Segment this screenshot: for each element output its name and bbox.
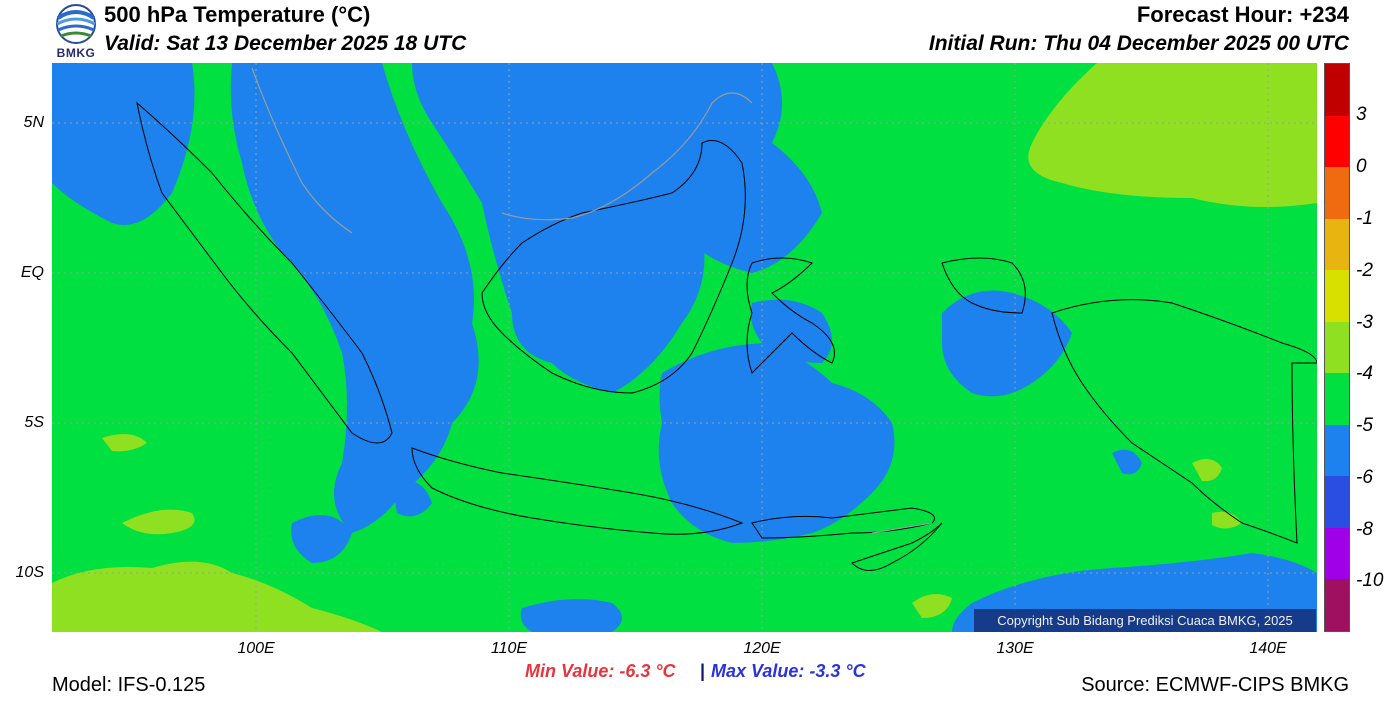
colorbar-label: 3 <box>1356 104 1367 125</box>
lat-label: 10S <box>15 564 44 581</box>
colorbar-segment <box>1325 270 1349 322</box>
logo-text: BMKG <box>56 46 96 60</box>
initial-run: Initial Run: Thu 04 December 2025 00 UTC <box>928 32 1349 55</box>
colorbar-label: -6 <box>1356 467 1373 488</box>
forecast-hour: Forecast Hour: +234 <box>1136 2 1349 27</box>
colorbar <box>1324 63 1350 632</box>
colorbar-label: -1 <box>1356 208 1373 229</box>
lon-label: 100E <box>237 640 275 657</box>
lon-label: 140E <box>1249 640 1287 657</box>
colorbar-segment <box>1325 424 1349 477</box>
map-title: 500 hPa Temperature (°C) <box>104 2 371 27</box>
colorbar-label: -8 <box>1356 519 1373 540</box>
min-value: Min Value: -6.3 °C <box>525 661 676 681</box>
colorbar-label: -2 <box>1356 260 1373 281</box>
colorbar-segment <box>1325 167 1349 219</box>
colorbar-segment <box>1325 527 1349 580</box>
colorbar-segment <box>1325 476 1349 528</box>
valid-time: Valid: Sat 13 December 2025 18 UTC <box>104 32 467 55</box>
coastlines <box>136 101 1317 571</box>
lat-label: EQ <box>20 264 44 281</box>
copyright-notice: Copyright Sub Bidang Prediksi Cuaca BMKG… <box>974 609 1316 632</box>
country-borders <box>251 67 933 534</box>
stats-separator: | <box>700 661 706 681</box>
colorbar-segment <box>1325 579 1349 632</box>
colorbar-segment <box>1325 373 1349 425</box>
lon-label: 110E <box>490 640 528 657</box>
bmkg-logo-icon <box>52 2 100 62</box>
model-name: Model: IFS-0.125 <box>52 674 206 696</box>
lat-label: 5S <box>24 414 44 431</box>
lon-label: 130E <box>996 640 1034 657</box>
data-source: Source: ECMWF-CIPS BMKG <box>1081 674 1349 696</box>
colorbar-label: 0 <box>1356 156 1367 177</box>
colorbar-label: -4 <box>1356 363 1373 384</box>
warm-regions <box>52 63 1317 632</box>
colorbar-segment <box>1325 64 1349 116</box>
colorbar-segment <box>1325 321 1349 374</box>
colorbar-label: -3 <box>1356 312 1373 333</box>
lat-label: 5N <box>23 114 44 131</box>
lon-label: 120E <box>743 640 781 657</box>
temperature-map <box>52 63 1317 632</box>
colorbar-label: -10 <box>1356 570 1384 591</box>
max-value: Max Value: -3.3 °C <box>711 661 866 681</box>
colorbar-segment <box>1325 115 1349 168</box>
colorbar-label: -5 <box>1356 415 1373 436</box>
colorbar-segment <box>1325 218 1349 271</box>
